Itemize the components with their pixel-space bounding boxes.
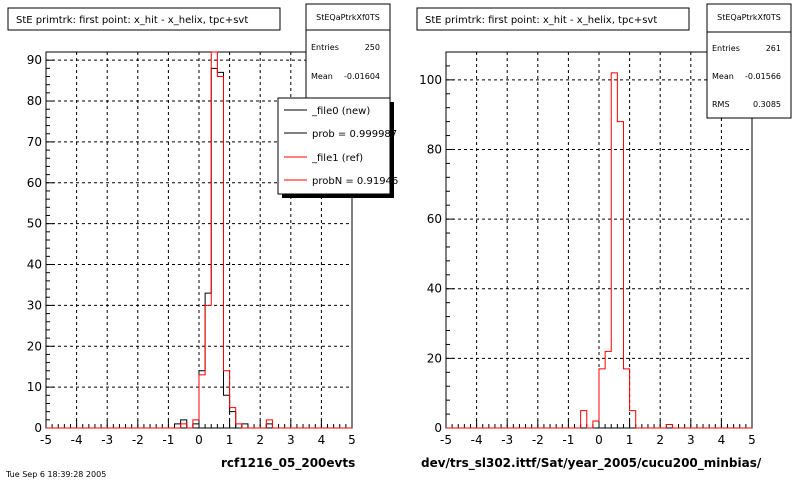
right-x-tick-label: 2 [656,433,664,447]
left-stats-entries-label: Entries [311,43,339,52]
right-x-tick-label: -3 [501,433,513,447]
right-stats-mean-value: -0.01566 [745,72,781,81]
left-y-tick-label: 70 [27,135,42,149]
right-stats-entries-label: Entries [712,44,740,53]
left-series-1-line [46,51,352,429]
left-y-tick-label: 90 [27,53,42,67]
left-stats-name: StEQaPtrkXf0TS [316,13,380,22]
left-y-tick-label: 60 [27,176,42,190]
right-y-tick-label: 60 [427,212,442,226]
right-title: StE primtrk: first point: x_hit - x_heli… [425,15,657,26]
right-x-tick-label: 5 [748,433,756,447]
right-stats-entries-value: 261 [766,44,781,53]
right-stats-mean-label: Mean [712,72,734,81]
left-y-tick-label: 20 [27,339,42,353]
right-stats-rms-value: 0.3085 [753,100,781,109]
footer-timestamp: Tue Sep 6 18:39:28 2005 [5,470,106,479]
right-stats-rms-label: RMS [712,100,730,109]
left-stats-entries-value: 250 [365,43,380,52]
left-title-box [7,7,281,31]
left-y-tick-label: 40 [27,258,42,272]
left-x-tick-label: 2 [256,433,264,447]
left-title: StE primtrk: first point: x_hit - x_heli… [16,15,248,26]
right-x-tick-label: -1 [562,433,574,447]
left-x-tick-label: 5 [348,433,356,447]
left-histogram-panel: StE primtrk: first point: x_hit - x_heli… [7,3,398,471]
left-y-tick-label: 10 [27,380,42,394]
right-y-tick-label: 40 [427,282,442,296]
right-x-tick-label: 3 [687,433,695,447]
right-plot-area: -5 -4 -3 -2 -1 0 1 2 3 4 5 0 20 40 60 80 100 [419,51,756,447]
left-x-tick-label: -3 [101,433,113,447]
right-x-axis-label: dev/trs_sl302.ittf/Sat/year_2005/cucu200… [421,456,762,471]
left-y-tick-label: 0 [34,421,42,435]
right-y-tick-label: 80 [427,142,442,156]
left-stats-mean-label: Mean [311,72,333,81]
legend-entry-new: _file0 (new) [311,106,370,117]
right-y-tick-label: 100 [419,73,442,87]
right-stats-name: StEQaPtrkXf0TS [717,13,781,22]
legend-box [277,97,391,195]
right-stats-box [706,3,792,119]
left-x-tick-label: 3 [287,433,295,447]
right-x-tick-label: -2 [532,433,544,447]
legend-entry-probn: probN = 0.91946 [312,176,398,187]
right-x-tick-label: -4 [471,433,483,447]
left-y-tick-label: 80 [27,94,42,108]
right-series-0-line [446,72,752,429]
left-x-tick-label: -1 [162,433,174,447]
left-x-tick-label: 4 [318,433,326,447]
left-x-tick-label: 1 [226,433,234,447]
left-x-tick-label: -5 [40,433,52,447]
right-y-tick-label: 0 [434,421,442,435]
left-y-tick-label: 30 [27,298,42,312]
legend-entry-ref: _file1 (ref) [311,153,363,164]
right-x-tick-label: -5 [440,433,452,447]
right-x-tick-label: 1 [626,433,634,447]
right-x-tick-label: 4 [718,433,726,447]
left-stats-mean-value: -0.01604 [344,72,380,81]
left-x-axis-label: rcf1216_05_200evts [221,456,355,471]
right-y-tick-label: 20 [427,351,442,365]
left-x-tick-label: -4 [71,433,83,447]
left-x-tick-label: 0 [195,433,203,447]
left-y-tick-label: 50 [27,217,42,231]
left-x-tick-label: -2 [132,433,144,447]
legend-entry-prob: prob = 0.999987 [312,129,397,140]
right-title-box [416,7,690,31]
right-x-tick-label: 0 [595,433,603,447]
left-stats-box [305,3,391,101]
right-histogram-panel: StE primtrk: first point: x_hit - x_heli… [416,3,792,471]
